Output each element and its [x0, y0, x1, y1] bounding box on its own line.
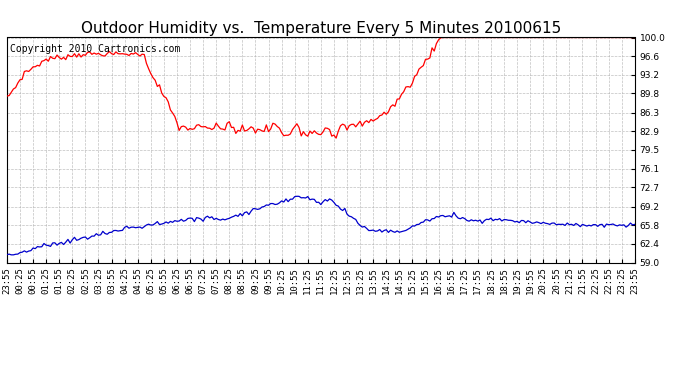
- Title: Outdoor Humidity vs.  Temperature Every 5 Minutes 20100615: Outdoor Humidity vs. Temperature Every 5…: [81, 21, 561, 36]
- Text: Copyright 2010 Cartronics.com: Copyright 2010 Cartronics.com: [10, 44, 180, 54]
